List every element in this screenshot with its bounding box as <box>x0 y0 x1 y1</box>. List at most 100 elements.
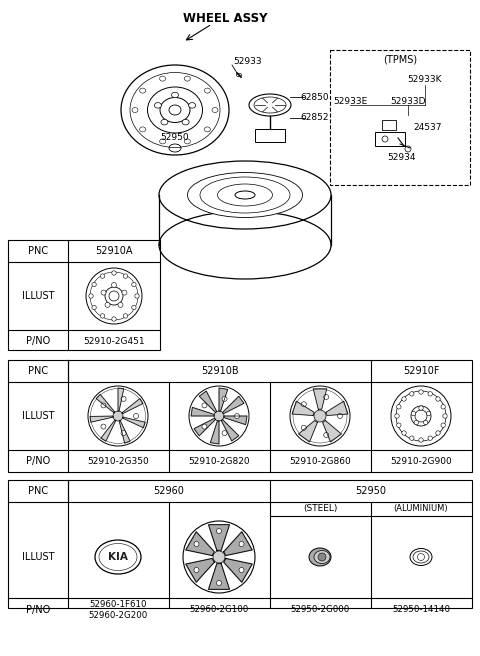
Text: 52910-2G350: 52910-2G350 <box>87 457 149 466</box>
Text: 62852: 62852 <box>301 113 329 123</box>
Circle shape <box>436 431 440 435</box>
Ellipse shape <box>290 386 350 446</box>
Polygon shape <box>119 420 130 443</box>
Circle shape <box>301 401 306 407</box>
Text: PNC: PNC <box>28 246 48 256</box>
Circle shape <box>324 432 329 438</box>
Text: 52910A: 52910A <box>95 246 133 256</box>
Text: (ALUMINIUM): (ALUMINIUM) <box>394 504 448 514</box>
Circle shape <box>202 403 207 408</box>
Ellipse shape <box>171 92 179 98</box>
Bar <box>255 129 285 142</box>
Circle shape <box>441 405 445 409</box>
Text: 52910F: 52910F <box>403 366 440 376</box>
Text: (STEEL): (STEEL) <box>303 504 337 514</box>
Bar <box>8 240 160 350</box>
Text: P/NO: P/NO <box>26 336 50 346</box>
Ellipse shape <box>183 521 255 593</box>
Ellipse shape <box>160 76 166 81</box>
Polygon shape <box>208 525 229 550</box>
Polygon shape <box>101 420 116 441</box>
Circle shape <box>92 305 96 310</box>
Circle shape <box>121 396 126 401</box>
Circle shape <box>396 405 401 409</box>
Circle shape <box>428 436 432 440</box>
Text: 52933: 52933 <box>234 58 262 66</box>
Text: ILLUST: ILLUST <box>22 291 54 301</box>
Circle shape <box>235 413 240 419</box>
Circle shape <box>436 397 440 401</box>
Text: 52960-1F610
52960-2G200: 52960-1F610 52960-2G200 <box>88 600 148 620</box>
Circle shape <box>121 430 126 436</box>
Ellipse shape <box>189 386 249 446</box>
Text: 52910-2G820: 52910-2G820 <box>188 457 250 466</box>
Circle shape <box>419 406 423 410</box>
Polygon shape <box>299 420 317 442</box>
Text: 52950: 52950 <box>161 134 189 142</box>
Text: PNC: PNC <box>28 366 48 376</box>
Circle shape <box>101 403 106 408</box>
Ellipse shape <box>204 88 210 93</box>
Ellipse shape <box>155 102 161 108</box>
Polygon shape <box>199 391 217 413</box>
Polygon shape <box>224 416 247 424</box>
Text: WHEEL ASSY: WHEEL ASSY <box>183 12 267 24</box>
Ellipse shape <box>184 139 191 144</box>
Circle shape <box>213 551 225 563</box>
Ellipse shape <box>189 102 196 108</box>
Circle shape <box>402 397 406 401</box>
Text: 52910-2G860: 52910-2G860 <box>289 457 351 466</box>
Circle shape <box>112 271 116 276</box>
Polygon shape <box>210 420 219 444</box>
Circle shape <box>105 302 110 308</box>
Polygon shape <box>313 389 327 409</box>
Polygon shape <box>186 532 214 556</box>
Polygon shape <box>194 419 216 436</box>
Ellipse shape <box>182 119 189 125</box>
Bar <box>8 360 472 472</box>
Text: 62850: 62850 <box>300 92 329 102</box>
Circle shape <box>426 411 431 416</box>
Circle shape <box>222 396 227 401</box>
Circle shape <box>132 305 136 310</box>
Bar <box>330 50 470 185</box>
Text: P/NO: P/NO <box>26 605 50 615</box>
Ellipse shape <box>391 386 451 446</box>
Circle shape <box>202 424 207 429</box>
Circle shape <box>443 414 447 419</box>
Ellipse shape <box>161 119 168 125</box>
Ellipse shape <box>140 88 145 93</box>
Circle shape <box>222 430 227 436</box>
Circle shape <box>318 553 326 561</box>
Text: 52933K: 52933K <box>408 75 442 85</box>
Circle shape <box>194 567 199 573</box>
Polygon shape <box>224 558 252 583</box>
Bar <box>382 120 396 130</box>
Ellipse shape <box>204 127 210 132</box>
Circle shape <box>419 390 423 394</box>
Circle shape <box>132 282 136 287</box>
Circle shape <box>194 541 199 546</box>
Circle shape <box>409 436 414 440</box>
Ellipse shape <box>212 108 218 112</box>
Text: KIA: KIA <box>108 552 128 562</box>
Polygon shape <box>186 558 214 583</box>
Text: (TPMS): (TPMS) <box>383 55 417 65</box>
Circle shape <box>441 423 445 428</box>
Circle shape <box>216 529 221 533</box>
Circle shape <box>100 274 105 278</box>
Circle shape <box>402 431 406 435</box>
Ellipse shape <box>184 76 191 81</box>
Circle shape <box>101 290 106 295</box>
Text: ILLUST: ILLUST <box>22 552 54 562</box>
Circle shape <box>216 581 221 586</box>
Circle shape <box>89 294 93 298</box>
Circle shape <box>112 317 116 321</box>
Circle shape <box>101 424 106 429</box>
Circle shape <box>414 420 419 424</box>
Ellipse shape <box>314 550 330 564</box>
Bar <box>375 132 405 146</box>
Circle shape <box>123 274 128 278</box>
Polygon shape <box>221 420 239 441</box>
Text: 52960: 52960 <box>154 486 184 496</box>
